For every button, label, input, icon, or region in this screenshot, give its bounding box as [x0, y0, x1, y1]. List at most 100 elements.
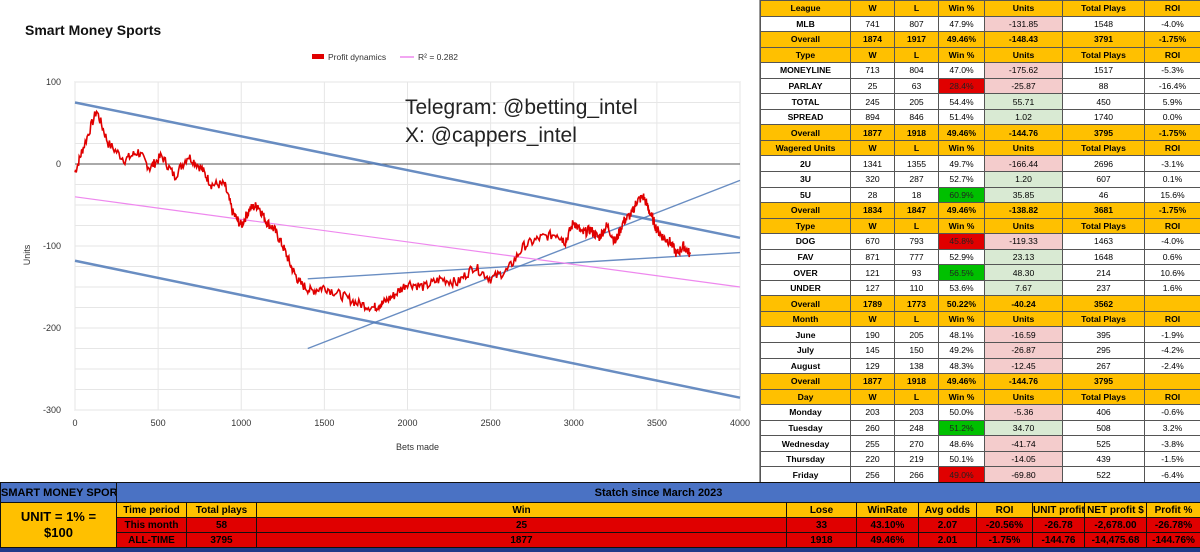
table-cell: 49.7% [938, 155, 985, 173]
column-header: Total Plays [1062, 139, 1145, 157]
unit-line-1: UNIT = 1% = [20, 509, 97, 524]
table-cell: 804 [894, 62, 939, 79]
summary-cell: This month [116, 517, 187, 533]
summary-cell: 2.01 [918, 532, 977, 548]
row-label: June [760, 326, 851, 344]
summary-cell: 25 [256, 517, 787, 533]
column-header: Total Plays [1062, 0, 1145, 17]
column-header: L [894, 217, 939, 235]
profit-chart: 0 500 1000 1500 2000 2500 3000 3500 40001000-100… [22, 52, 750, 452]
table-cell: 145 [850, 342, 895, 359]
row-label: FAV [760, 248, 851, 266]
x-handle: X: @cappers_intel [405, 124, 577, 147]
table-cell: 50.1% [938, 450, 985, 468]
table-cell: -16.4% [1144, 77, 1200, 95]
summary-cell: -144.76% [1145, 532, 1200, 548]
row-label: Wednesday [760, 435, 851, 452]
overall-cell: -138.82 [984, 202, 1063, 219]
section-header: Type W L Win % Units Total Plays ROI [760, 217, 1200, 235]
summary-header: Total plays [186, 502, 257, 518]
table-cell: 1648 [1062, 248, 1145, 266]
summary-cell: -14,475.68 [1084, 532, 1147, 548]
x-axis-label: Bets made [396, 442, 439, 452]
summary-cell: 49.46% [856, 532, 919, 548]
table-cell: 53.6% [938, 279, 985, 297]
table-cell: 741 [850, 15, 895, 33]
overall-row: Overall 1874 1917 49.46% -148.43 3791 -1.75% [760, 31, 1200, 48]
overall-cell: -1.75% [1144, 31, 1200, 48]
table-cell: 0.0% [1144, 108, 1200, 126]
overall-cell: 49.46% [938, 124, 985, 141]
summary-brand: SMART MONEY SPORTS [0, 482, 117, 503]
table-cell: 56.5% [938, 264, 985, 281]
telegram-handle: Telegram: @betting_intel [405, 96, 638, 119]
overall-cell: Overall [760, 295, 851, 312]
table-cell: 266 [894, 466, 939, 483]
overall-cell: 1773 [894, 295, 939, 312]
column-header: Win % [938, 310, 985, 328]
table-cell: -175.62 [984, 62, 1063, 79]
y-tick-label: 0 [56, 159, 61, 169]
table-row: 5U 28 18 60.9% 35.85 46 15.6% [760, 186, 1200, 204]
row-label: UNDER [760, 279, 851, 297]
section-header: Wagered Units W L Win % Units Total Plays ROI [760, 139, 1200, 157]
table-row: 2U 1341 1355 49.7% -166.44 2696 -3.1% [760, 155, 1200, 173]
row-label: Monday [760, 404, 851, 421]
overall-cell: 1917 [894, 31, 939, 48]
x-tick-label: 3500 [647, 418, 667, 428]
overall-cell: -1.75% [1144, 124, 1200, 141]
table-cell: 54.4% [938, 93, 985, 110]
column-header: Win % [938, 139, 985, 157]
column-header: ROI [1144, 388, 1200, 406]
overall-cell: 1847 [894, 202, 939, 219]
table-cell: 23.13 [984, 248, 1063, 266]
summary-cell: 2.07 [918, 517, 977, 533]
column-header: ROI [1144, 0, 1200, 17]
overall-row: Overall 1877 1918 49.46% -144.76 3795 [760, 373, 1200, 390]
table-cell: -69.80 [984, 466, 1063, 483]
table-cell: -1.9% [1144, 326, 1200, 344]
summary-cell: -26.78% [1145, 517, 1200, 533]
table-cell: 47.0% [938, 62, 985, 79]
table-cell: -25.87 [984, 77, 1063, 95]
summary-header: ROI [976, 502, 1033, 518]
table-cell: 51.4% [938, 108, 985, 126]
overall-cell: -40.24 [984, 295, 1063, 312]
overall-cell: Overall [760, 124, 851, 141]
table-cell: 51.2% [938, 419, 985, 437]
table-cell: 871 [850, 248, 895, 266]
table-cell: 55.71 [984, 93, 1063, 110]
table-cell: 270 [894, 435, 939, 452]
summary-header: NET profit $ [1084, 502, 1147, 518]
table-row: MLB 741 807 47.9% -131.85 1548 -4.0% [760, 15, 1200, 33]
table-cell: -4.2% [1144, 342, 1200, 359]
table-cell: 25 [850, 77, 895, 95]
summary-cell: -1.75% [976, 532, 1033, 548]
trend-channel-line [74, 259, 741, 399]
x-tick-label: 1000 [231, 418, 251, 428]
overall-cell: -144.76 [984, 373, 1063, 390]
table-cell: 150 [894, 342, 939, 359]
overall-cell: -1.75% [1144, 202, 1200, 219]
table-cell: 777 [894, 248, 939, 266]
overall-row: Overall 1789 1773 50.22% -40.24 3562 [760, 295, 1200, 312]
table-cell: 49.0% [938, 466, 985, 483]
table-cell: 607 [1062, 171, 1145, 188]
summary-header: Lose [786, 502, 857, 518]
table-cell: 1740 [1062, 108, 1145, 126]
stats-table: League W L Win % Units Total Plays ROI MLB 741 80… [760, 0, 1200, 530]
overall-cell: 49.46% [938, 373, 985, 390]
trend-channel-line [307, 251, 741, 280]
row-label: DOG [760, 233, 851, 250]
column-header: Units [984, 139, 1063, 157]
row-label: Friday [760, 466, 851, 483]
table-cell: 245 [850, 93, 895, 110]
row-label: MONEYLINE [760, 62, 851, 79]
column-header: W [850, 46, 895, 64]
table-cell: 63 [894, 77, 939, 95]
legend-label-r2: R² = 0.282 [418, 52, 458, 62]
table-row: FAV 871 777 52.9% 23.13 1648 0.6% [760, 248, 1200, 266]
overall-cell: 50.22% [938, 295, 985, 312]
column-header: L [894, 139, 939, 157]
column-header: W [850, 388, 895, 406]
